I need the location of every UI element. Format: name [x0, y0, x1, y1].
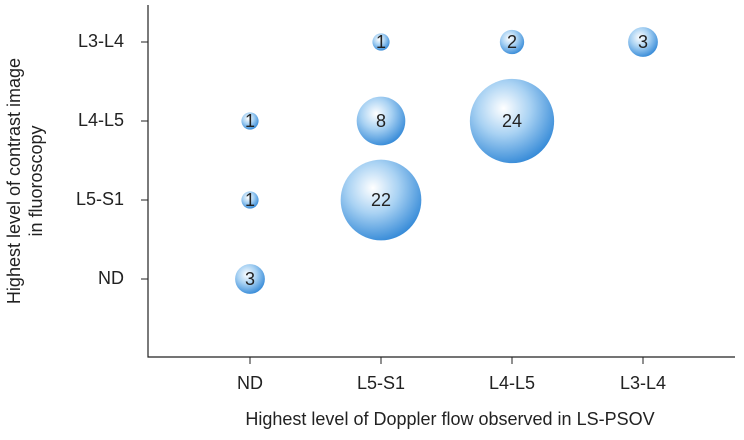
bubble-label: 1 — [376, 32, 386, 52]
y-axis-label: Highest level of contrast image — [4, 58, 24, 304]
bubble-label: 22 — [371, 190, 391, 210]
bubble — [356, 96, 406, 146]
y-tick-label: ND — [98, 268, 124, 288]
bubble-label: 2 — [507, 32, 517, 52]
y-tick-label: L5-S1 — [76, 189, 124, 209]
bubble-label: 3 — [638, 32, 648, 52]
x-tick-label: ND — [237, 373, 263, 393]
x-tick-label: L3-L4 — [620, 373, 666, 393]
bubble — [628, 27, 658, 57]
bubble — [469, 78, 555, 164]
y-axis-label: in fluoroscopy — [26, 125, 46, 236]
bubble — [241, 191, 259, 209]
bubble — [235, 264, 265, 294]
bubble-label: 1 — [245, 190, 255, 210]
bubble — [241, 112, 259, 130]
bubble-label: 8 — [376, 111, 386, 131]
x-tick-label: L5-S1 — [357, 373, 405, 393]
y-tick-label: L3-L4 — [78, 31, 124, 51]
bubble — [340, 159, 422, 241]
x-axis-label: Highest level of Doppler flow observed i… — [245, 409, 654, 429]
axes — [147, 5, 735, 358]
bubble-label: 24 — [502, 111, 522, 131]
bubble — [372, 33, 390, 51]
bubble — [499, 29, 525, 55]
bubble-label: 3 — [245, 269, 255, 289]
bubble-label: 1 — [245, 111, 255, 131]
x-tick-label: L4-L5 — [489, 373, 535, 393]
y-tick-label: L4-L5 — [78, 110, 124, 130]
